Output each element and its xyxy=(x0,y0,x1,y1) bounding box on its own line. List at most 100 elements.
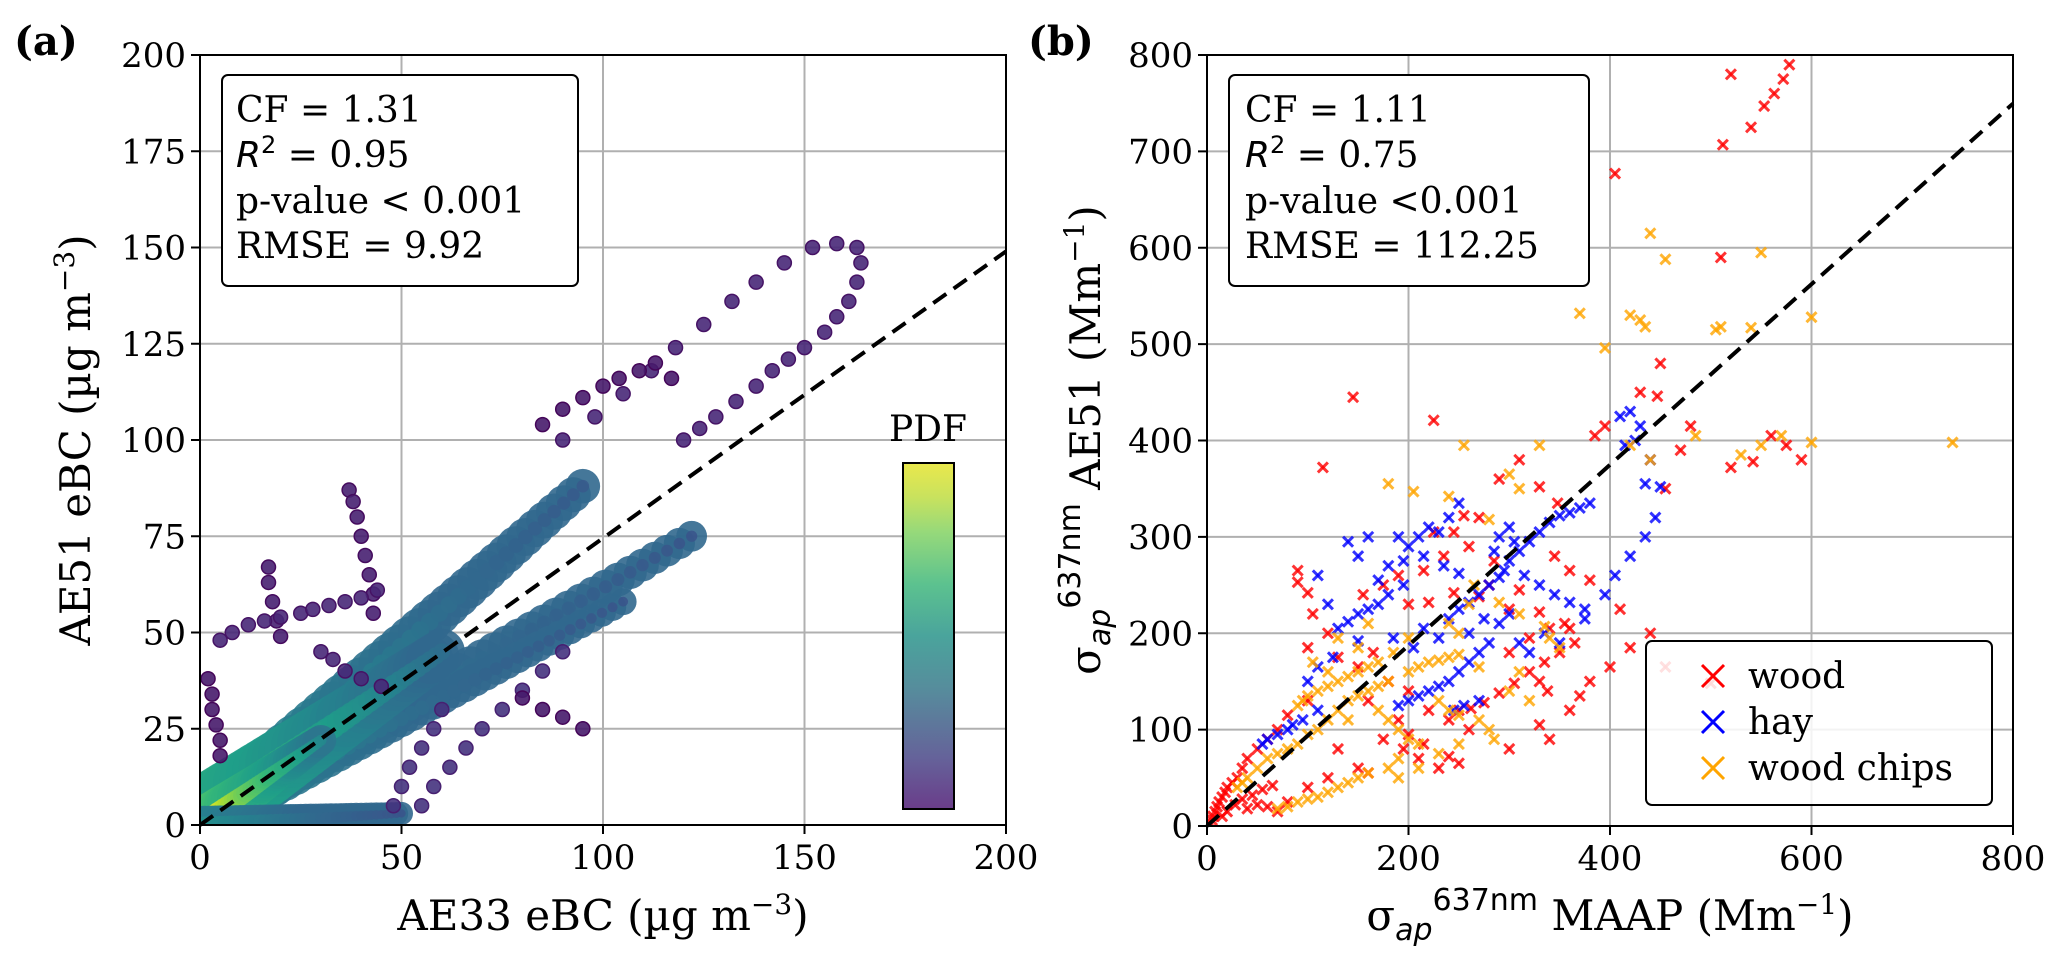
data-point-hay xyxy=(1417,550,1430,563)
marker-stroke xyxy=(1397,742,1410,755)
data-point-wood-chips xyxy=(1231,781,1244,794)
data-point xyxy=(313,644,329,660)
marker-stroke xyxy=(1513,636,1526,649)
data-point-wood-chips xyxy=(1755,246,1768,259)
data-point-wood xyxy=(1271,805,1284,818)
data-point-hay xyxy=(1382,559,1395,572)
marker-stroke xyxy=(1452,738,1465,751)
marker-stroke xyxy=(1503,742,1516,755)
panel-b-y-tick-label: 400 xyxy=(1128,422,1193,462)
panel-b-y-tick-label: 200 xyxy=(1128,614,1193,654)
data-point-wood-chips xyxy=(1442,490,1455,503)
data-point-wood-chips xyxy=(1412,738,1425,751)
data-point-wood-chips xyxy=(1452,709,1465,722)
density-core-point xyxy=(661,544,673,557)
density-core-point xyxy=(511,651,524,664)
data-point-hay xyxy=(1422,685,1435,698)
data-point-wood-chips xyxy=(1422,656,1435,669)
panel-a-cf: CF = 1.31 xyxy=(236,90,422,131)
marker-stroke xyxy=(1462,627,1476,640)
data-point xyxy=(204,686,220,702)
marker-stroke xyxy=(1543,733,1556,746)
data-point-wood xyxy=(1503,742,1516,755)
marker-stroke xyxy=(1472,713,1486,727)
data-point-hay xyxy=(1271,728,1284,741)
data-point xyxy=(337,593,353,610)
marker-stroke xyxy=(1478,696,1491,709)
marker-stroke xyxy=(1432,525,1445,539)
data-point-wood-chips xyxy=(1744,321,1758,334)
marker-stroke xyxy=(1513,453,1526,466)
data-point-wood xyxy=(1392,569,1405,582)
data-point-hay xyxy=(1483,579,1496,592)
y-unit-sup: −1 xyxy=(1058,222,1091,263)
data-point-wood xyxy=(1614,603,1627,616)
data-point xyxy=(442,759,458,775)
marker-stroke xyxy=(1608,569,1622,582)
marker-stroke xyxy=(1598,419,1612,433)
data-point-wood xyxy=(1246,789,1259,802)
data-point-hay xyxy=(1503,607,1516,621)
data-point xyxy=(575,389,591,406)
marker-stroke xyxy=(1598,341,1612,355)
data-point-wood-chips xyxy=(1442,617,1455,630)
density-core-point xyxy=(586,587,601,601)
data-point-wood-chips xyxy=(1457,439,1470,452)
marker-stroke xyxy=(1624,405,1637,418)
data-point-hay xyxy=(1352,607,1365,621)
marker-stroke xyxy=(1402,685,1415,698)
y-label-end: ) xyxy=(1061,205,1110,221)
data-point-wood xyxy=(1634,386,1647,399)
density-core-point xyxy=(489,662,503,676)
marker-stroke xyxy=(1654,480,1667,493)
marker-stroke xyxy=(1442,617,1455,630)
data-point xyxy=(849,239,865,256)
marker-stroke xyxy=(1462,656,1476,669)
panel-b: (b) 0 200 400 600 800 0 100 200 300 400 500 600 700 8… xyxy=(1028,18,2045,948)
legend-item: hay xyxy=(1700,702,1814,743)
data-point-hay xyxy=(1634,419,1647,433)
data-point xyxy=(413,798,430,814)
marker-stroke xyxy=(1493,530,1506,543)
data-point-wood-chips xyxy=(1452,648,1465,661)
marker-stroke xyxy=(1578,612,1591,625)
data-point xyxy=(373,678,390,695)
marker-stroke xyxy=(1407,485,1420,498)
data-point-wood xyxy=(1533,480,1546,493)
data-point-hay xyxy=(1341,535,1355,548)
data-point-hay xyxy=(1493,617,1506,630)
marker-stroke xyxy=(1266,779,1279,792)
data-point-wood xyxy=(1442,750,1455,763)
marker-stroke xyxy=(1755,246,1768,259)
colorbar-label: PDF xyxy=(889,409,967,450)
panel-b-stats-box: CF = 1.11 R2 = 0.75 p-value <0.001 RMSE … xyxy=(1228,74,1590,287)
marker-stroke xyxy=(1513,607,1526,621)
marker-stroke xyxy=(1548,588,1561,601)
marker-stroke xyxy=(1301,641,1314,654)
data-point-hay xyxy=(1352,550,1365,563)
data-point-wood-chips xyxy=(1372,704,1385,717)
data-point xyxy=(425,778,442,795)
marker-stroke xyxy=(1442,490,1455,503)
data-point-wood-chips xyxy=(1311,685,1324,698)
marker-stroke xyxy=(1331,742,1345,755)
data-point-wood-chips xyxy=(1503,685,1516,698)
marker-stroke xyxy=(1538,620,1551,633)
data-point-wood-chips xyxy=(1412,762,1425,775)
marker-stroke xyxy=(1533,605,1546,619)
data-point-wood xyxy=(1437,550,1450,563)
data-point-wood-chips xyxy=(1402,665,1415,678)
panel-b-r2: R2 = 0.75 xyxy=(1245,131,1419,176)
data-point-hay xyxy=(1503,521,1516,534)
marker-stroke xyxy=(1483,723,1496,736)
data-point-hay xyxy=(1331,622,1345,635)
marker-stroke xyxy=(1367,646,1380,659)
data-point xyxy=(264,593,281,610)
marker-stroke xyxy=(1624,641,1637,654)
density-core-point xyxy=(599,580,613,594)
y-sup: 637nm xyxy=(1053,503,1088,609)
data-point-hay xyxy=(1407,641,1420,654)
data-point-wood xyxy=(1462,723,1476,736)
marker-stroke xyxy=(1452,648,1465,661)
data-point-wood xyxy=(1588,429,1601,442)
